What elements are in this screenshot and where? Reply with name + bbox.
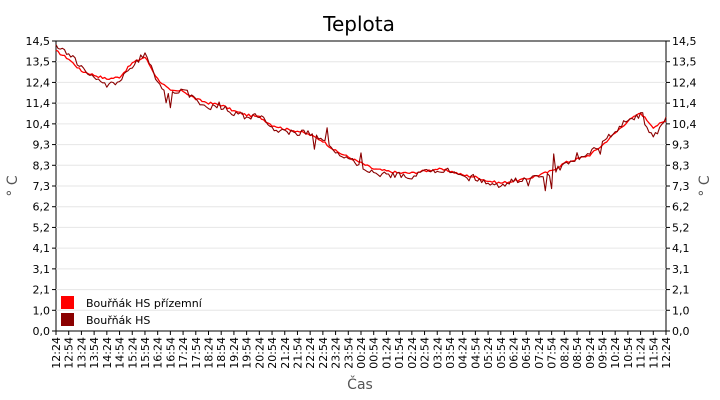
x-tick-label: 20:24 — [253, 337, 266, 369]
y-tick-label-right: 3,1 — [672, 263, 690, 276]
y-tick-label-right: 5,2 — [672, 221, 690, 234]
y-axis-left: 0,0 1,0 2,1 3,1 4,1 5,2 6,2 7,3 8,3 9,3 10,4 11,4 12… — [26, 35, 56, 338]
x-tick-label: 22:24 — [304, 337, 317, 369]
x-tick-label: 11:54 — [647, 337, 660, 369]
y-tick-label-right: 2,1 — [672, 284, 690, 297]
x-tick-label: 05:24 — [482, 337, 495, 369]
grid-lines — [56, 61, 666, 311]
y-tick-label-right: 4,1 — [672, 242, 690, 255]
y-tick-label-left: 1,0 — [33, 304, 51, 317]
x-tick-label: 16:24 — [152, 337, 165, 369]
legend: Bouřňák HS přízemní Bouřňák HS — [61, 296, 203, 327]
y-axis-title-left: ° C — [5, 175, 21, 196]
y-tick-label-left: 9,3 — [33, 139, 51, 152]
y-tick-label-left: 8,3 — [33, 159, 51, 172]
x-tick-label: 12:24 — [660, 337, 673, 369]
x-tick-label: 18:54 — [215, 337, 228, 369]
x-tick-label: 12:54 — [63, 337, 76, 369]
x-tick-label: 06:24 — [508, 337, 521, 369]
x-tick-label: 19:24 — [228, 337, 241, 369]
x-axis-title: Čas — [347, 375, 373, 393]
x-tick-label: 15:24 — [126, 337, 139, 369]
x-tick-label: 07:54 — [546, 337, 559, 369]
y-tick-label-right: 10,4 — [672, 118, 697, 131]
x-tick-label: 21:24 — [279, 337, 292, 369]
x-tick-label: 04:24 — [457, 337, 470, 369]
x-tick-label: 05:54 — [495, 337, 508, 369]
x-tick-label: 12:24 — [50, 337, 63, 369]
y-tick-label-left: 10,4 — [26, 118, 51, 131]
x-tick-label: 13:54 — [88, 337, 101, 369]
x-tick-label: 00:54 — [368, 337, 381, 369]
series-line-1 — [55, 44, 667, 192]
y-tick-label-left: 7,3 — [33, 180, 51, 193]
x-tick-label: 10:54 — [622, 337, 635, 369]
x-tick-label: 03:24 — [431, 337, 444, 369]
y-tick-label-left: 3,1 — [33, 263, 51, 276]
x-tick-label: 17:54 — [190, 337, 203, 369]
x-tick-label: 07:24 — [533, 337, 546, 369]
series-group — [55, 44, 667, 192]
legend-label-series-1: Bouřňák HS — [86, 314, 150, 327]
y-tick-label-left: 11,4 — [26, 97, 51, 110]
legend-label-series-0: Bouřňák HS přízemní — [86, 297, 203, 310]
legend-swatch-series-1 — [61, 313, 74, 326]
x-tick-label: 08:54 — [571, 337, 584, 369]
x-tick-label: 02:54 — [419, 337, 432, 369]
x-tick-label: 21:54 — [291, 337, 304, 369]
x-tick-label: 10:24 — [609, 337, 622, 369]
y-tick-label-right: 12,4 — [672, 76, 697, 89]
x-axis: 12:24 12:54 13:24 13:54 14:24 14:54 15:24 15:54… — [50, 331, 673, 369]
y-tick-label-right: 9,3 — [672, 139, 690, 152]
x-tick-label: 09:54 — [596, 337, 609, 369]
x-tick-label: 08:24 — [558, 337, 571, 369]
y-tick-label-left: 14,5 — [26, 35, 51, 48]
x-tick-label: 06:54 — [520, 337, 533, 369]
x-tick-label: 01:54 — [393, 337, 406, 369]
y-tick-label-right: 8,3 — [672, 159, 690, 172]
x-tick-label: 23:24 — [330, 337, 343, 369]
y-tick-label-right: 7,3 — [672, 180, 690, 193]
x-tick-label: 18:24 — [203, 337, 216, 369]
y-tick-label-left: 0,0 — [33, 325, 51, 338]
x-tick-label: 15:54 — [139, 337, 152, 369]
y-tick-label-right: 0,0 — [672, 325, 690, 338]
x-tick-label: 01:24 — [380, 337, 393, 369]
y-tick-label-right: 6,2 — [672, 201, 690, 214]
y-tick-label-left: 6,2 — [33, 201, 51, 214]
x-tick-label: 11:24 — [635, 337, 648, 369]
x-tick-label: 03:54 — [444, 337, 457, 369]
y-tick-label-left: 13,5 — [26, 56, 51, 69]
y-tick-label-right: 14,5 — [672, 35, 697, 48]
x-tick-label: 23:54 — [342, 337, 355, 369]
y-tick-label-left: 4,1 — [33, 242, 51, 255]
y-tick-label-right: 1,0 — [672, 304, 690, 317]
y-tick-label-left: 5,2 — [33, 221, 51, 234]
x-tick-label: 04:54 — [469, 337, 482, 369]
y-tick-label-right: 11,4 — [672, 97, 697, 110]
x-tick-label: 19:54 — [241, 337, 254, 369]
chart-title: Teplota — [322, 12, 395, 36]
x-tick-label: 22:54 — [317, 337, 330, 369]
y-axis-title-right: ° C — [697, 175, 713, 196]
x-tick-label: 14:24 — [101, 337, 114, 369]
x-tick-label: 13:24 — [75, 337, 88, 369]
y-axis-right: 0,0 1,0 2,1 3,1 4,1 5,2 6,2 7,3 8,3 9,3 10,4 11,4 12… — [666, 35, 697, 338]
x-tick-label: 00:24 — [355, 337, 368, 369]
x-tick-label: 17:24 — [177, 337, 190, 369]
x-tick-label: 09:24 — [584, 337, 597, 369]
y-tick-label-left: 12,4 — [26, 76, 51, 89]
y-tick-label-right: 13,5 — [672, 56, 697, 69]
y-tick-label-left: 2,1 — [33, 284, 51, 297]
x-tick-label: 16:54 — [164, 337, 177, 369]
x-tick-label: 20:54 — [266, 337, 279, 369]
legend-swatch-series-0 — [61, 296, 74, 309]
x-tick-label: 02:24 — [406, 337, 419, 369]
x-tick-label: 14:54 — [114, 337, 127, 369]
